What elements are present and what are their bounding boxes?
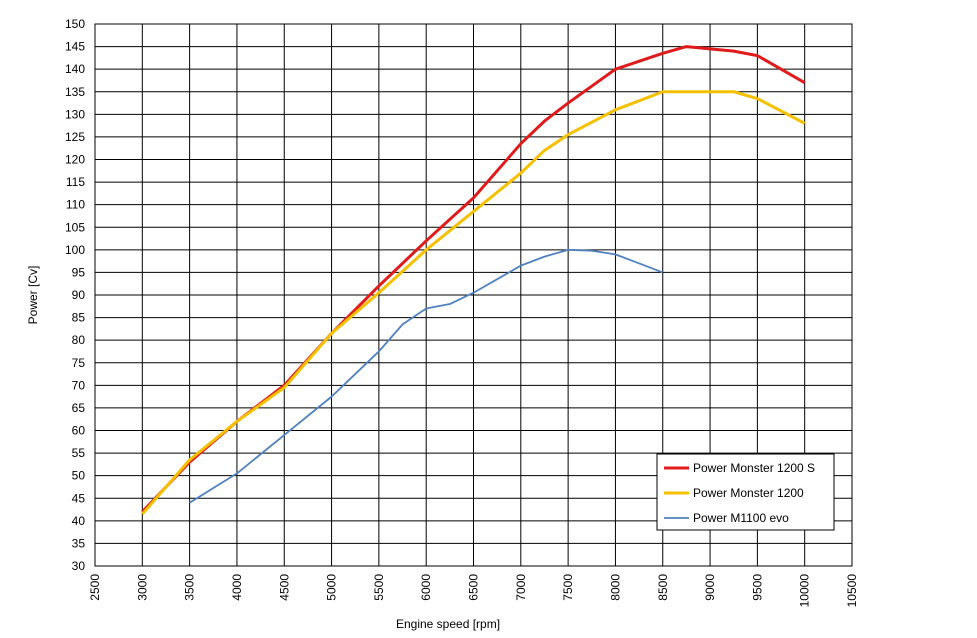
x-tick-label: 3500	[183, 574, 197, 601]
legend: Power Monster 1200 S Power Monster 1200 Po…	[656, 453, 835, 531]
x-axis-title: Engine speed [rpm]	[396, 617, 500, 631]
y-tick-label: 85	[72, 311, 86, 325]
x-tick-label: 5000	[325, 574, 339, 601]
y-tick-label: 100	[65, 243, 85, 257]
legend-label-1: Power Monster 1200	[693, 486, 804, 500]
series-line-0	[141, 45, 806, 513]
y-tick-label: 35	[72, 536, 86, 550]
y-tick-label: 115	[66, 175, 85, 189]
x-tick-labels: 2500 3000 3500 4000 4500 5000 5500 6000 6500 7000…	[88, 574, 859, 608]
y-tick-label: 135	[65, 85, 85, 99]
x-tick-label: 4500	[277, 574, 291, 601]
y-tick-label: 145	[65, 40, 85, 54]
x-tick-label: 7500	[561, 574, 575, 601]
x-tick-label: 4000	[230, 574, 244, 601]
x-tick-label: 5500	[372, 574, 386, 601]
series-line-1	[141, 90, 806, 516]
y-tick-label: 150	[65, 17, 85, 31]
y-tick-label: 120	[65, 153, 85, 167]
series-lines	[141, 45, 806, 516]
legend-label-2: Power M1100 evo	[693, 511, 789, 525]
legend-items: Power Monster 1200 S Power Monster 1200 Po…	[664, 461, 815, 525]
x-tick-label: 10500	[845, 574, 859, 608]
y-tick-label: 75	[72, 356, 86, 370]
series-line-2	[189, 248, 664, 504]
y-tick-label: 50	[72, 469, 86, 483]
y-tick-label: 95	[72, 265, 86, 279]
y-tick-label: 60	[72, 424, 86, 438]
y-tick-label: 45	[72, 491, 86, 505]
y-tick-label: 140	[65, 62, 85, 76]
y-tick-label: 65	[72, 401, 86, 415]
x-tick-label: 9500	[750, 574, 764, 601]
grid	[94, 23, 853, 567]
x-tick-label: 8000	[608, 574, 622, 601]
legend-label-0: Power Monster 1200 S	[693, 461, 815, 475]
x-tick-label: 3000	[135, 574, 149, 601]
y-tick-label: 80	[72, 333, 86, 347]
y-tick-label: 110	[66, 198, 85, 212]
y-tick-label: 90	[72, 288, 86, 302]
y-tick-label: 30	[72, 559, 86, 573]
y-tick-label: 40	[72, 514, 86, 528]
y-tick-label: 105	[65, 220, 85, 234]
y-tick-label: 130	[65, 107, 85, 121]
x-tick-label: 10000	[798, 574, 812, 608]
x-tick-label: 9000	[703, 574, 717, 601]
x-tick-label: 6500	[467, 574, 481, 601]
x-tick-label: 6000	[419, 574, 433, 601]
x-tick-label: 8500	[656, 574, 670, 601]
plot-border	[94, 23, 853, 567]
y-tick-label: 70	[72, 378, 86, 392]
x-tick-label: 7000	[514, 574, 528, 601]
y-axis-title: Power [Cv]	[26, 266, 40, 325]
y-tick-label: 55	[72, 446, 86, 460]
y-tick-label: 125	[65, 130, 85, 144]
x-tick-label: 2500	[88, 574, 102, 601]
y-tick-labels: 30 35 40 45 50 55 60 65 70 75 80 85 90 95 100 105 110 115…	[65, 17, 85, 573]
